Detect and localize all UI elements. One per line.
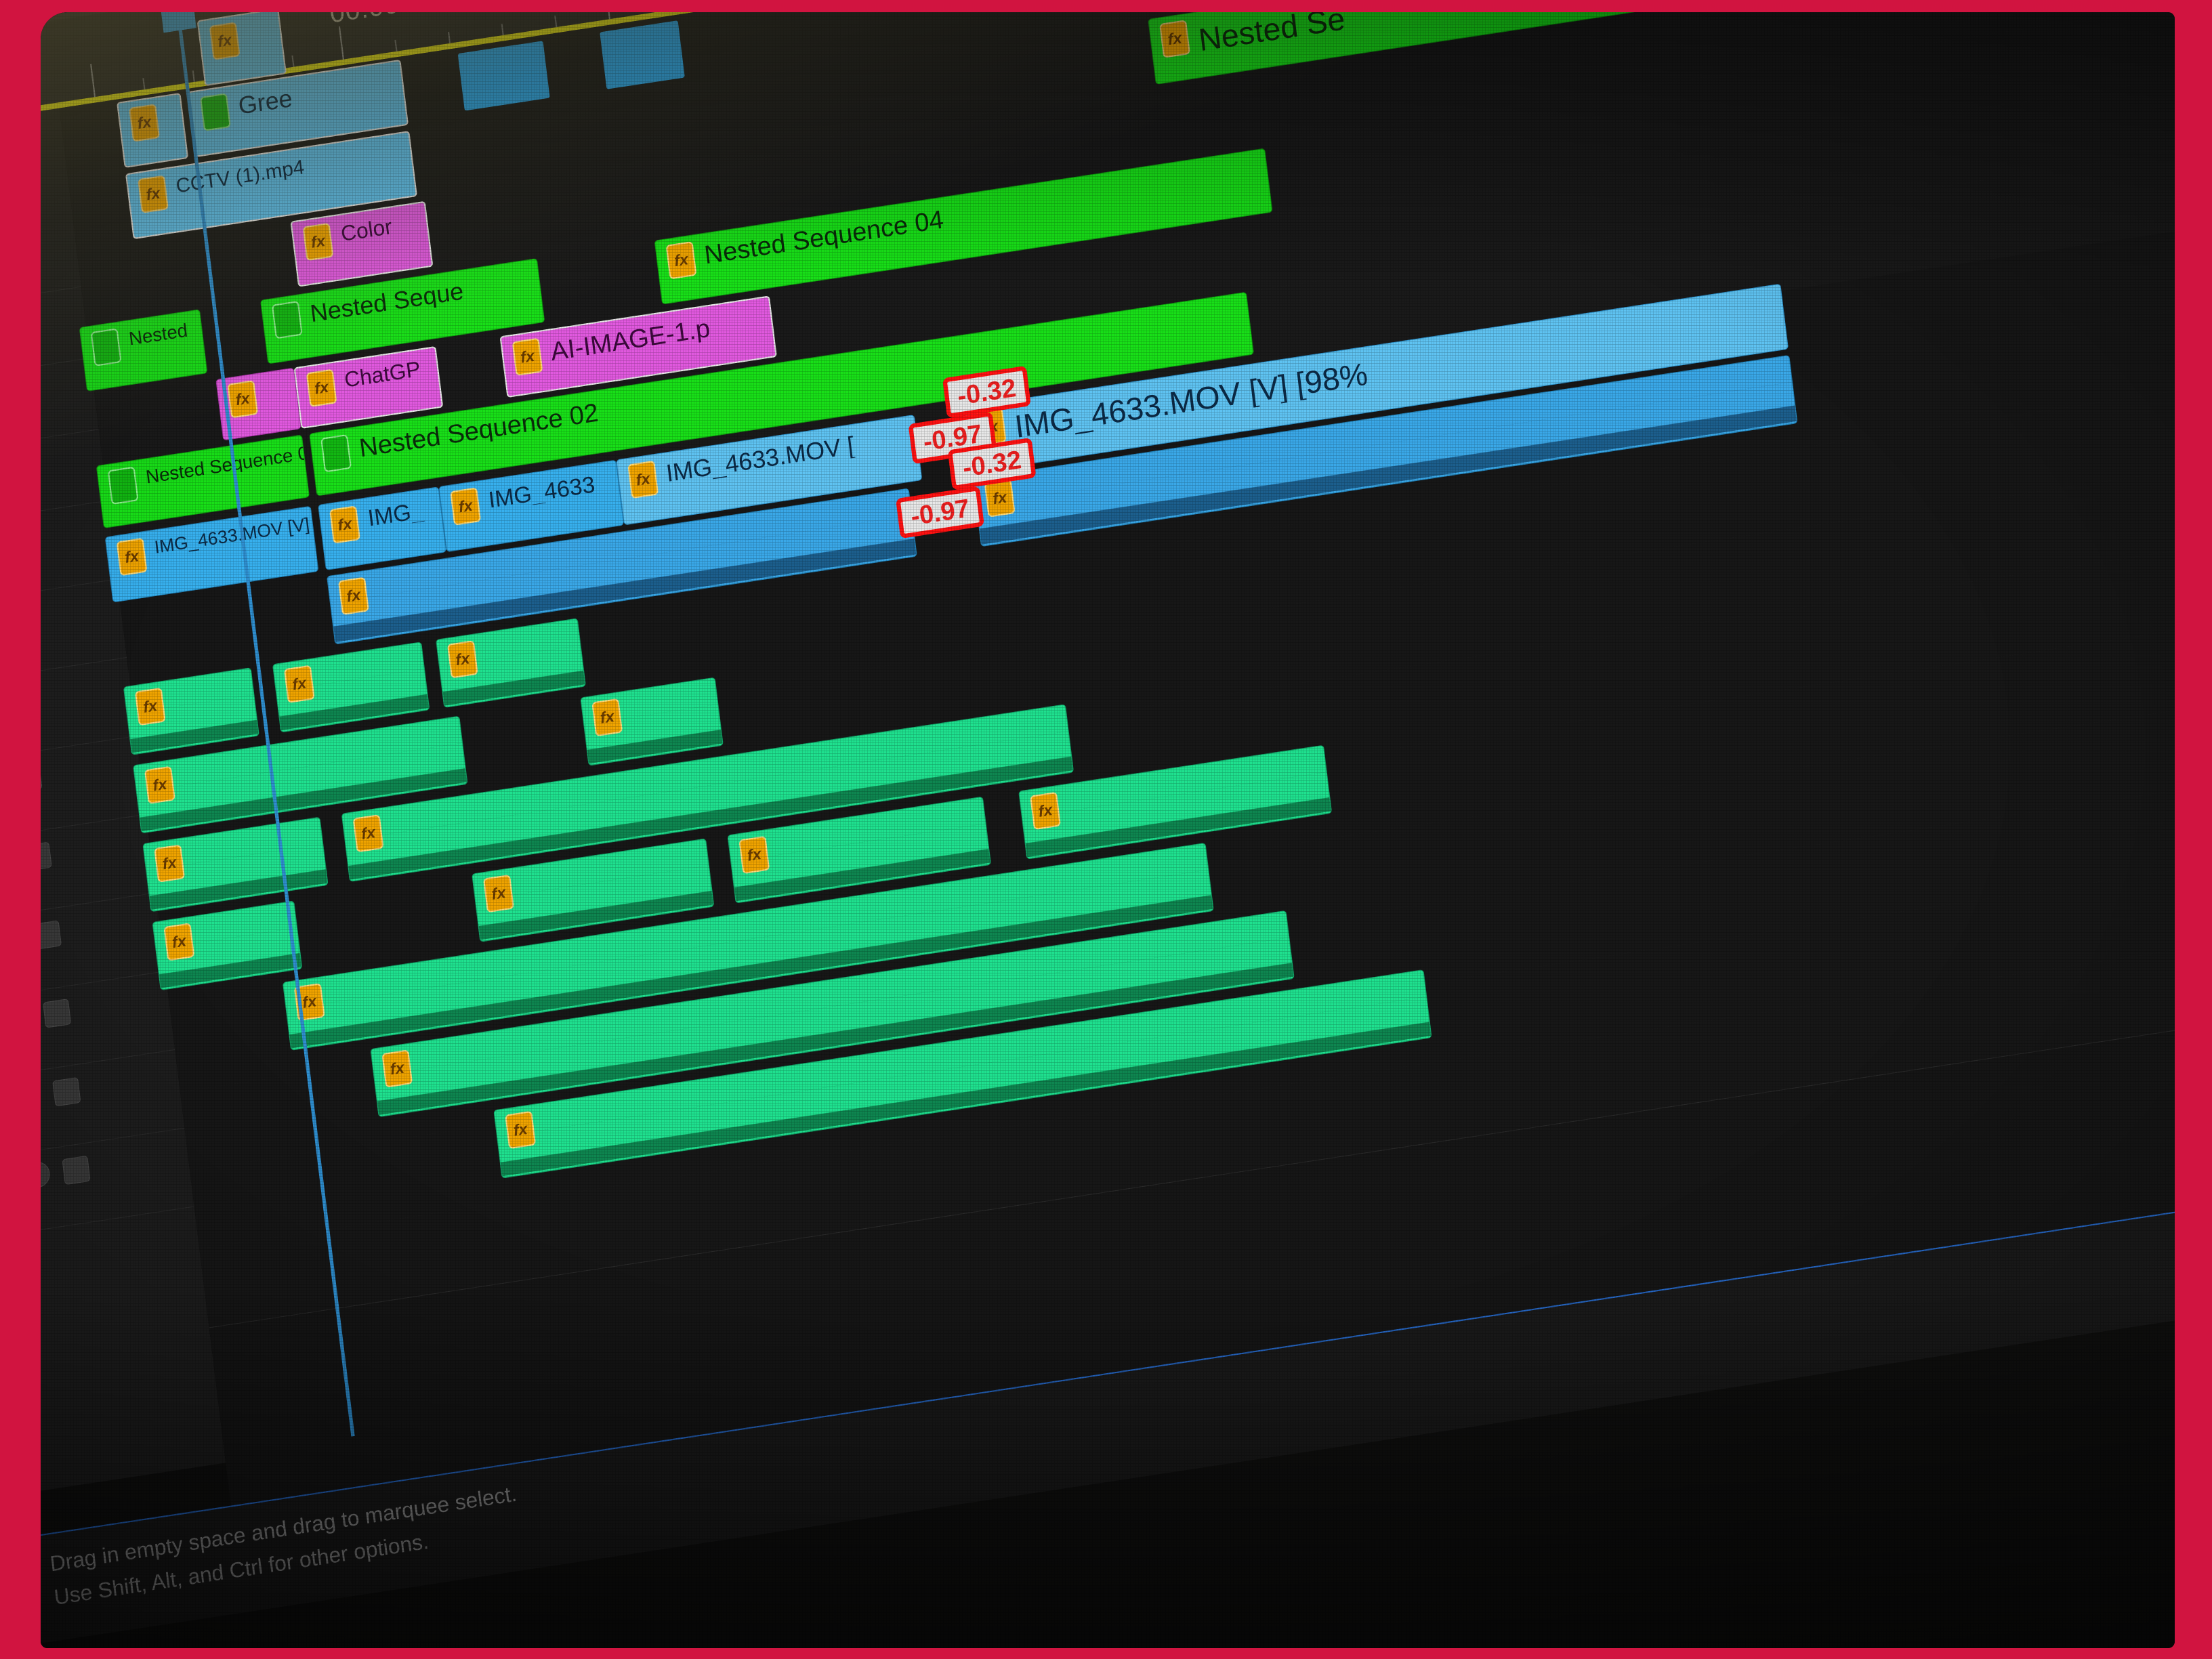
- fx-badge-icon[interactable]: fx: [129, 104, 161, 142]
- fx-badge-icon[interactable]: fx: [209, 22, 241, 60]
- fx-badge-icon[interactable]: fx: [137, 175, 169, 213]
- premiere-timeline-panel: × Nested Sequence 04 × Nested Sequence 0…: [41, 12, 2175, 1648]
- fx-badge-icon[interactable]: fx: [227, 380, 259, 419]
- ruler-label-5s: 00:00:05:00: [328, 12, 478, 29]
- track-solo-icon[interactable]: [41, 1081, 42, 1112]
- nest-badge-icon: [271, 300, 303, 339]
- clip-v4-small[interactable]: fx: [116, 92, 189, 168]
- clip-v4-marker-b[interactable]: [600, 20, 685, 89]
- monitor-screen: × Nested Sequence 04 × Nested Sequence 0…: [41, 12, 2175, 1648]
- nest-badge-icon: [90, 328, 122, 366]
- clip-label: Nested Se: [1196, 12, 1347, 57]
- fx-badge-icon[interactable]: fx: [627, 460, 659, 499]
- nest-badge-icon: [320, 434, 352, 473]
- nest-badge-icon: [107, 466, 139, 505]
- ruler-tick: [90, 64, 96, 102]
- fx-badge-icon[interactable]: fx: [665, 240, 697, 280]
- track-solo-icon[interactable]: [41, 1160, 51, 1190]
- green-badge-icon: [199, 93, 231, 131]
- fx-badge-icon[interactable]: fx: [306, 369, 337, 408]
- fx-badge-icon[interactable]: fx: [1159, 20, 1191, 58]
- track-record-icon[interactable]: [52, 1076, 81, 1107]
- clip-label: Gree: [236, 85, 294, 119]
- clip-v4-fx[interactable]: fx: [196, 12, 287, 87]
- track-record-icon[interactable]: [41, 920, 62, 950]
- fx-badge-icon[interactable]: fx: [116, 537, 148, 576]
- fx-badge-icon[interactable]: fx: [302, 222, 334, 261]
- track-record-icon[interactable]: [62, 1155, 91, 1185]
- ruler-tick: [338, 26, 345, 64]
- clip-label: Color: [339, 215, 394, 246]
- track-record-icon[interactable]: [41, 763, 43, 793]
- clip-label: IMG_: [366, 497, 425, 530]
- fx-badge-icon[interactable]: fx: [450, 487, 482, 526]
- fx-badge-icon[interactable]: fx: [329, 505, 361, 544]
- track-record-icon[interactable]: [41, 841, 52, 872]
- track-record-icon[interactable]: [42, 999, 72, 1028]
- fx-badge-icon[interactable]: fx: [512, 337, 543, 377]
- clip-label: [165, 96, 167, 105]
